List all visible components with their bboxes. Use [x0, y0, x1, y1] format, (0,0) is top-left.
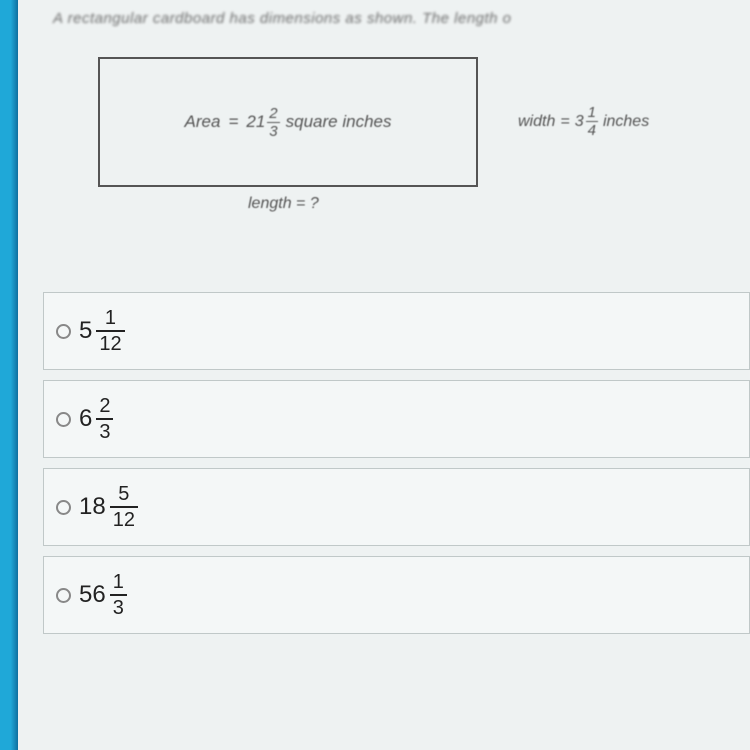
option-value: 56 1 3: [79, 572, 129, 618]
option-c[interactable]: 18 5 12: [43, 468, 750, 546]
radio-icon: [56, 500, 71, 515]
answer-options: 5 1 12 6 2 3 18 5: [43, 292, 750, 634]
option-a[interactable]: 5 1 12: [43, 292, 750, 370]
area-unit: square inches: [286, 112, 392, 132]
width-whole: 3: [575, 113, 584, 131]
option-denominator: 3: [110, 594, 127, 618]
option-value: 6 2 3: [79, 396, 115, 442]
width-numerator: 1: [586, 105, 598, 121]
area-whole: 21: [246, 112, 265, 132]
option-fraction: 1 12: [96, 308, 124, 354]
radio-icon: [56, 412, 71, 427]
option-whole: 56: [79, 581, 106, 609]
option-numerator: 1: [102, 308, 119, 330]
option-b[interactable]: 6 2 3: [43, 380, 750, 458]
option-denominator: 12: [96, 330, 124, 354]
option-d[interactable]: 56 1 3: [43, 556, 750, 634]
width-label-group: width = 3 1 4 inches: [518, 105, 649, 138]
option-numerator: 5: [115, 484, 132, 506]
area-denominator: 3: [267, 122, 279, 139]
length-label: length = ?: [248, 195, 319, 213]
option-numerator: 2: [96, 396, 113, 418]
area-numerator: 2: [267, 106, 279, 122]
width-unit: inches: [603, 113, 649, 131]
diagram: Area = 21 2 3 square inches width = 3 1 …: [98, 57, 750, 237]
radio-icon: [56, 588, 71, 603]
option-fraction: 2 3: [96, 396, 113, 442]
option-numerator: 1: [110, 572, 127, 594]
option-denominator: 3: [96, 418, 113, 442]
area-fraction: 2 3: [267, 106, 279, 139]
width-label: width: [518, 113, 555, 131]
option-whole: 18: [79, 493, 106, 521]
option-fraction: 1 3: [110, 572, 127, 618]
rectangle-figure: Area = 21 2 3 square inches: [98, 57, 478, 187]
question-page: A rectangular cardboard has dimensions a…: [18, 0, 750, 750]
option-value: 5 1 12: [79, 308, 127, 354]
option-whole: 6: [79, 405, 92, 433]
area-equation: Area = 21 2 3 square inches: [185, 106, 392, 139]
width-denominator: 4: [586, 121, 598, 138]
radio-icon: [56, 324, 71, 339]
area-label: Area: [185, 112, 221, 132]
area-equals: =: [228, 112, 238, 132]
width-equals: =: [560, 113, 569, 131]
width-fraction: 1 4: [586, 105, 598, 138]
option-whole: 5: [79, 317, 92, 345]
window-accent-strip: [0, 0, 18, 750]
option-value: 18 5 12: [79, 484, 140, 530]
question-stem: A rectangular cardboard has dimensions a…: [43, 10, 750, 32]
option-denominator: 12: [110, 506, 138, 530]
option-fraction: 5 12: [110, 484, 138, 530]
